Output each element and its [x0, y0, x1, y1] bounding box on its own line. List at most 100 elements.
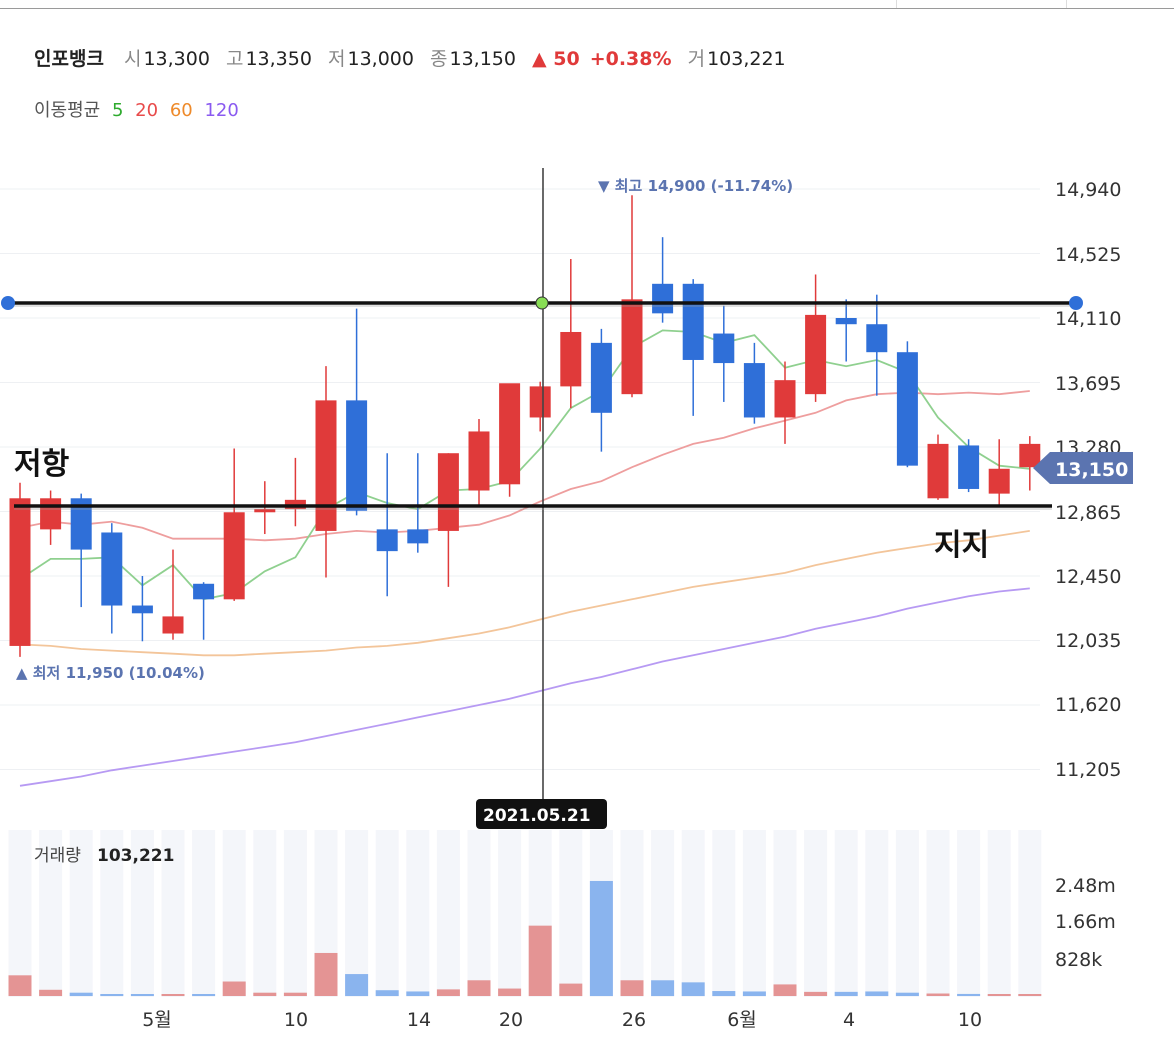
x-tick-label: 14	[407, 1009, 431, 1031]
candle-body	[315, 400, 337, 531]
volume-bar	[100, 994, 124, 996]
volume-bar	[773, 984, 797, 996]
ma120-line	[19, 587, 1030, 787]
candle	[958, 439, 980, 493]
resistance-right-handle[interactable]	[1069, 296, 1083, 310]
candle	[652, 237, 674, 323]
volume-stripe	[222, 830, 246, 997]
y-tick-label: 12,865	[1055, 502, 1121, 524]
volume-stripe	[804, 830, 828, 997]
max-price-note: ▼ 최고 14,900 (-11.74%)	[598, 177, 793, 195]
candle-body	[346, 400, 368, 511]
candle	[774, 361, 796, 444]
candle	[193, 582, 215, 640]
moving-average-legend[interactable]: 이동평균 5 20 60 120	[34, 96, 245, 122]
candle	[529, 381, 551, 432]
ma-20-legend: 20	[135, 100, 159, 121]
volume-bar	[559, 983, 583, 996]
volume-stripe	[8, 830, 32, 997]
volume-stripe	[375, 830, 399, 997]
volume-bar	[895, 992, 919, 996]
candle	[9, 482, 31, 657]
candle-body	[376, 529, 398, 552]
candle-body	[468, 431, 490, 491]
volume-tick-label: 828k	[1055, 949, 1102, 971]
high-value: 13,350	[245, 48, 312, 70]
resistance-left-handle[interactable]	[1, 296, 15, 310]
min-price-note: ▲ 최저 11,950 (10.04%)	[16, 664, 205, 682]
volume-bar	[742, 991, 766, 996]
ma-60-legend: 60	[169, 100, 193, 121]
top-divider-tick	[1066, 0, 1067, 8]
volume-stripe	[406, 830, 430, 997]
volume-stripe	[1018, 830, 1042, 997]
y-tick-label: 14,110	[1055, 308, 1121, 330]
crosshair-date-tag: 2021.05.21	[476, 799, 607, 829]
volume-stripe	[130, 830, 154, 997]
x-tick-label: 20	[499, 1009, 523, 1031]
y-tick-label: 11,620	[1055, 694, 1121, 716]
y-axis-labels: 14,940 14,525 14,110 13,695 13,280 12,86…	[1055, 179, 1121, 781]
stock-name: 인포뱅크	[34, 48, 104, 70]
candle-body	[927, 443, 949, 499]
candle	[805, 274, 827, 402]
candle-body	[70, 498, 92, 550]
candle	[835, 299, 857, 362]
volume-tick-label: 2.48m	[1055, 875, 1116, 897]
volume-stripe	[559, 830, 583, 997]
resistance-label: 저항	[14, 447, 70, 482]
candle-body	[407, 529, 429, 544]
candle	[101, 523, 123, 634]
candle-body	[437, 453, 459, 531]
top-divider-tick	[896, 0, 897, 8]
volume-bar	[253, 992, 277, 996]
x-tick-label: 4	[843, 1009, 855, 1031]
volume-bar	[345, 974, 369, 996]
close-label: 종	[430, 48, 448, 70]
y-tick-label: 11,205	[1055, 759, 1121, 781]
candle	[682, 279, 704, 416]
volume-stripe	[498, 830, 522, 997]
volume-stripe	[681, 830, 705, 997]
volume-bar	[375, 990, 399, 996]
candle	[560, 258, 582, 409]
open-label: 시	[123, 48, 142, 70]
candle-body	[682, 283, 704, 360]
volume-stripe	[895, 830, 919, 997]
quote-summary: 인포뱅크 시 13,300 고 13,350 저 13,000 종 13,150 ▲ 5…	[34, 44, 796, 72]
ma20-line	[19, 390, 1030, 542]
ma-legend-label: 이동평균	[34, 100, 101, 121]
volume-stripe	[620, 830, 644, 997]
volume-bar	[192, 994, 216, 996]
x-tick-label: 6월	[727, 1009, 757, 1031]
candle-body	[131, 605, 153, 614]
candle	[743, 342, 765, 424]
volume-label: 거	[687, 48, 706, 70]
x-tick-label: 26	[622, 1009, 646, 1031]
volume-bar	[283, 992, 307, 996]
candle-body	[835, 318, 857, 325]
volume-stripe	[69, 830, 93, 997]
volume-stripe	[957, 830, 981, 997]
volume-panel-value: 103,221	[97, 846, 174, 866]
y-tick-label: 12,035	[1055, 630, 1121, 652]
candle-body	[499, 383, 521, 485]
volume-stripe	[712, 830, 736, 997]
volume-bar	[712, 991, 736, 996]
ma-120-legend: 120	[204, 100, 239, 121]
candle	[499, 383, 521, 497]
candle	[988, 439, 1010, 507]
volume-bar	[498, 988, 522, 996]
volume-stripe	[865, 830, 889, 997]
volume-bar	[804, 991, 828, 996]
candle	[131, 576, 153, 642]
volume-stripe	[926, 830, 950, 997]
volume-bar	[865, 991, 889, 996]
volume-stripe	[161, 830, 185, 997]
volume-value: 103,221	[707, 48, 786, 70]
volume-bar	[926, 993, 950, 996]
volume-bar	[987, 994, 1011, 996]
candle-body	[40, 498, 62, 530]
volume-bar	[1018, 994, 1042, 996]
